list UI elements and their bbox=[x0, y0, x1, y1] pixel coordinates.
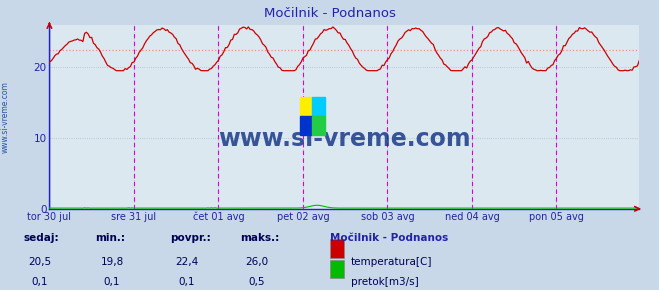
Text: sedaj:: sedaj: bbox=[23, 233, 59, 243]
Bar bbox=[312, 116, 325, 135]
Text: 0,1: 0,1 bbox=[31, 277, 48, 287]
Bar bbox=[300, 97, 312, 116]
Text: temperatura[C]: temperatura[C] bbox=[351, 257, 432, 267]
Text: www.si-vreme.com: www.si-vreme.com bbox=[1, 81, 10, 153]
Text: 26,0: 26,0 bbox=[245, 257, 269, 267]
Text: www.si-vreme.com: www.si-vreme.com bbox=[218, 127, 471, 151]
Text: 22,4: 22,4 bbox=[175, 257, 198, 267]
Text: Močilnik - Podnanos: Močilnik - Podnanos bbox=[264, 7, 395, 20]
Text: 0,1: 0,1 bbox=[178, 277, 195, 287]
Text: 0,5: 0,5 bbox=[248, 277, 266, 287]
Text: povpr.:: povpr.: bbox=[170, 233, 211, 243]
Text: maks.:: maks.: bbox=[241, 233, 280, 243]
Text: 20,5: 20,5 bbox=[28, 257, 51, 267]
Text: Močilnik - Podnanos: Močilnik - Podnanos bbox=[330, 233, 447, 243]
Bar bbox=[300, 116, 312, 135]
Text: pretok[m3/s]: pretok[m3/s] bbox=[351, 277, 418, 287]
Text: 19,8: 19,8 bbox=[100, 257, 124, 267]
Text: min.:: min.: bbox=[96, 233, 126, 243]
Bar bbox=[312, 97, 325, 116]
Text: 0,1: 0,1 bbox=[103, 277, 121, 287]
